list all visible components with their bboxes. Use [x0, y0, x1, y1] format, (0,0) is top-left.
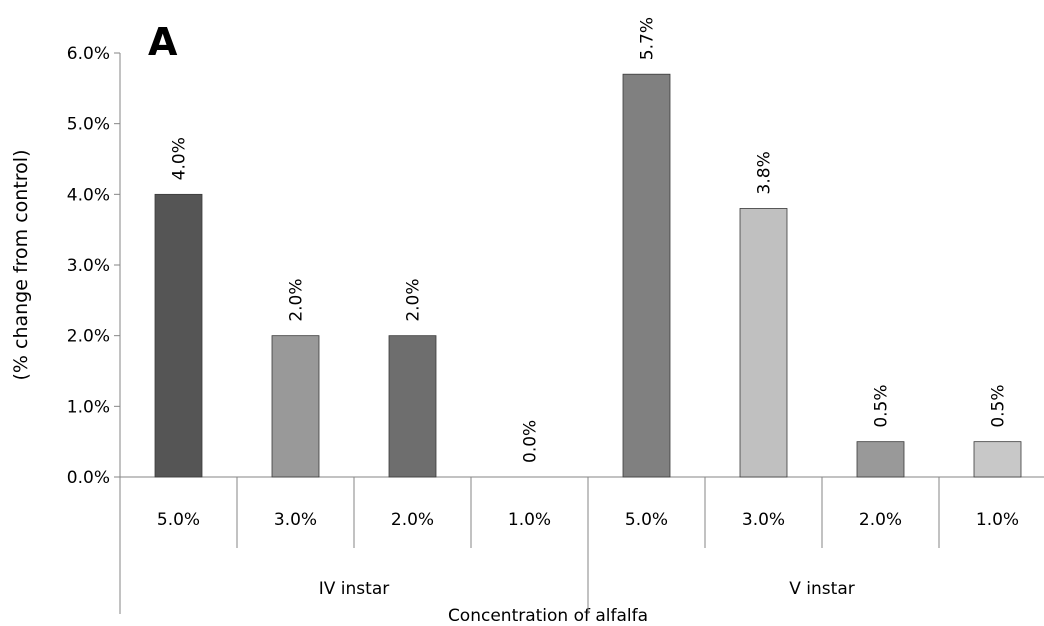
bar	[973, 441, 1022, 478]
data-label: 0.5%	[989, 384, 1009, 427]
bar	[622, 73, 671, 478]
data-label: 0.0%	[521, 420, 541, 463]
y-tick-label: 3.0%	[67, 256, 110, 276]
data-label: 5.7%	[638, 17, 658, 60]
bar	[739, 208, 788, 478]
category-label: 5.0%	[157, 510, 200, 530]
y-tick-label: 5.0%	[67, 115, 110, 135]
category-labels: 5.0% 3.0% 2.0% 1.0% 5.0% 3.0% 2.0% 1.0% IV insta…	[157, 510, 1019, 599]
data-labels: 4.0% 2.0% 2.0% 0.0% 5.7% 3.8% 0.5% 0.5%	[170, 17, 1009, 463]
category-label: 3.0%	[742, 510, 785, 530]
data-label: 4.0%	[170, 137, 190, 180]
data-label: 3.8%	[755, 151, 775, 194]
category-label: 2.0%	[859, 510, 902, 530]
y-tick-label: 0.0%	[67, 468, 110, 488]
y-tick-label: 6.0%	[67, 44, 110, 64]
data-label: 0.5%	[872, 384, 892, 427]
group-label: V instar	[789, 579, 854, 599]
category-label: 1.0%	[508, 510, 551, 530]
category-label: 5.0%	[625, 510, 668, 530]
data-label: 2.0%	[404, 278, 424, 321]
y-tick-label: 2.0%	[67, 327, 110, 347]
bar	[154, 193, 203, 478]
bars	[154, 73, 1022, 478]
panel-label: A	[148, 20, 178, 64]
axes: 0.0% 1.0% 2.0% 3.0% 4.0% 5.0% 6.0%	[67, 44, 1044, 614]
bar	[856, 441, 905, 478]
category-label: 3.0%	[274, 510, 317, 530]
category-label: 2.0%	[391, 510, 434, 530]
data-label: 2.0%	[287, 278, 307, 321]
y-tick-label: 4.0%	[67, 185, 110, 205]
y-axis-title: (% change from control)	[10, 150, 32, 381]
bar	[388, 335, 437, 478]
category-label: 1.0%	[976, 510, 1019, 530]
group-label: IV instar	[319, 579, 389, 599]
bar	[271, 335, 320, 478]
x-axis-title: Concentration of alfalfa	[448, 606, 648, 626]
y-tick-label: 1.0%	[67, 397, 110, 417]
